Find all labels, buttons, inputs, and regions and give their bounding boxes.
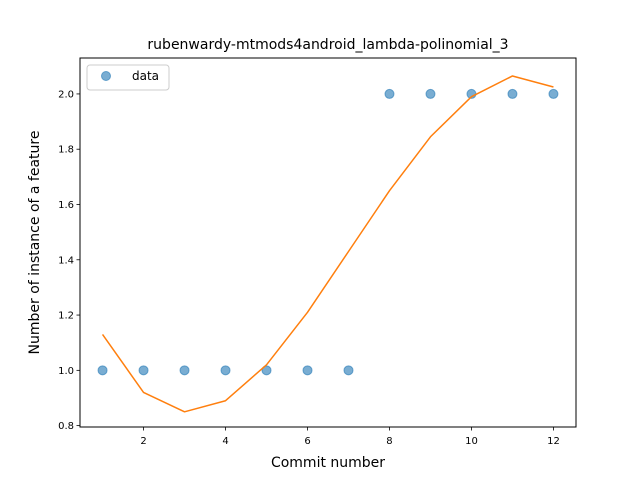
data-point [384,88,395,99]
chart-title: rubenwardy-mtmods4android_lambda-polinom… [147,37,508,53]
x-tick-label: 2 [140,436,146,447]
data-point [507,88,518,99]
x-tick-label: 10 [465,436,478,447]
x-tick-label: 6 [304,436,310,447]
data-point [343,365,354,376]
data-point [97,365,108,376]
data-point [179,365,190,376]
legend-marker-data [101,71,111,81]
y-axis-title: Number of instance of a feature [27,131,43,355]
data-point [302,365,313,376]
y-tick-label: 1.4 [58,255,74,266]
legend: data [86,64,170,91]
x-tick-label: 8 [386,436,392,447]
data-point [138,365,149,376]
y-tick-label: 1.8 [58,145,74,156]
y-tick-label: 2.0 [58,89,74,100]
legend-label-data: data [132,69,159,83]
y-tick-label: 1.2 [58,311,74,322]
data-point [220,365,231,376]
x-tick-label: 12 [547,436,560,447]
fit-line [101,75,554,413]
y-tick-label: 1.6 [58,200,74,211]
y-tick-label: 0.8 [58,421,74,432]
axes-frame [79,57,577,428]
y-tick-label: 1.0 [58,366,74,377]
plot-area [97,75,559,413]
data-point [548,88,559,99]
axis-ticks: 2 4 6 8 10 12 0.8 1.0 1.2 1.4 1.6 1.8 2.0 [58,89,560,447]
x-tick-label: 4 [222,436,228,447]
data-point [261,365,272,376]
x-axis-title: Commit number [271,455,385,471]
data-point [425,88,436,99]
